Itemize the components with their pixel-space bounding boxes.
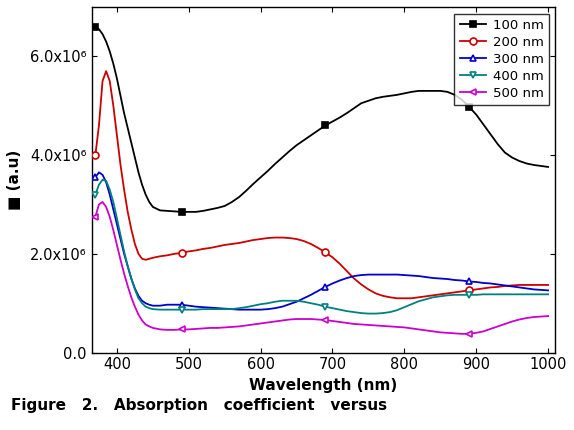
Y-axis label: ■ (a.u): ■ (a.u) (7, 150, 22, 210)
X-axis label: Wavelength (nm): Wavelength (nm) (249, 378, 398, 393)
Legend: 100 nm, 200 nm, 300 nm, 400 nm, 500 nm: 100 nm, 200 nm, 300 nm, 400 nm, 500 nm (454, 13, 549, 105)
Text: Figure   2.   Absorption   coefficient   versus: Figure 2. Absorption coefficient versus (11, 398, 387, 413)
